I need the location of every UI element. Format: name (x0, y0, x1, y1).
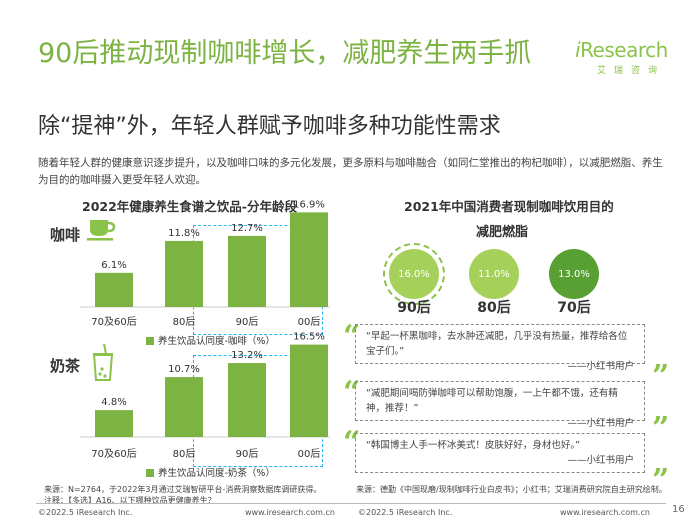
tea-label: 奶茶 (50, 357, 81, 375)
close-quote-mark: ” (652, 463, 670, 498)
purpose-circle-90s: 16.0% (389, 249, 439, 299)
tea-legend: 养生饮品认同度-奶茶（%） (146, 465, 275, 479)
coffee-bar (228, 235, 266, 307)
tea-category-label: 80后 (173, 448, 196, 460)
tea-data-label: 10.7% (168, 364, 200, 375)
coffee-bar (290, 212, 328, 307)
right-source-note: 来源：德勤《中国现磨/现制咖啡行业白皮书》；小红书；艾瑞消费研究院自主研究绘制。 (356, 485, 667, 494)
tea-category-label: 70及60后 (91, 448, 136, 460)
intro-text: 随着年轻人群的健康意识逐步提升，以及咖啡口味的多元化发展，更多原料与咖啡融合（如… (38, 157, 663, 186)
left-chart-title: 2022年健康养生食谱之饮品-分年龄段 (82, 199, 297, 214)
highlight-ring (383, 243, 445, 305)
age-label-90s: 90后 (397, 300, 431, 316)
tea-data-label: 13.2% (231, 350, 263, 361)
tea-bar (95, 410, 133, 437)
purpose-circle-80s: 11.0% (469, 249, 519, 299)
coffee-data-label: 16.9% (293, 199, 325, 210)
coffee-bar (165, 240, 203, 307)
coffee-category-label: 00后 (298, 316, 321, 328)
right-chart-title: 2021年中国消费者现制咖啡饮用目的 (404, 199, 614, 214)
milk-tea-icon (92, 343, 114, 386)
left-source-note: 来源：N=2764，于2022年3月通过艾瑞智研平台-消费洞察数据库调研获得。 … (44, 485, 322, 505)
tea-category-label: 90后 (236, 448, 259, 460)
coffee-data-label: 11.8% (168, 228, 200, 239)
footer-divider (36, 503, 666, 504)
tea-bar (290, 344, 328, 437)
iresearch-logo: iResearch 艾瑞咨询 (575, 38, 668, 76)
age-label-70s: 70后 (557, 300, 591, 316)
page-title: 90后推动现制咖啡增长，减肥养生两手抓 (38, 38, 532, 69)
close-quote-mark: ” (652, 359, 670, 394)
coffee-data-label: 6.1% (101, 260, 126, 271)
footer-url-left: www.iresearch.com.cn (245, 508, 335, 517)
page-number: 16 (672, 504, 685, 515)
coffee-label: 咖啡 (50, 226, 81, 244)
purpose-label: 减肥燃脂 (476, 225, 529, 240)
tea-bar (228, 363, 266, 437)
tea-bar (165, 377, 203, 437)
quote-3: “韩国博主人手一杯冰美式！皮肤好好，身材也好。” ——小红书用户 (355, 433, 645, 473)
coffee-bar (95, 272, 133, 307)
coffee-cup-icon (86, 216, 118, 246)
footer-copyright-left: ©2022.5 iResearch Inc. (38, 508, 133, 517)
coffee-category-label: 80后 (173, 316, 196, 328)
footer-url-right: www.iresearch.com.cn (560, 508, 650, 517)
purpose-circle-70s: 13.0% (549, 249, 599, 299)
quote-1: “早起一杯黑咖啡，去水肿还减肥，几乎没有热量，推荐给各位宝子们。” ——小红书用户 (355, 324, 645, 372)
quote-2: “减肥期间喝防弹咖啡可以帮助饱腹，一上午都不饿，还有精神，推荐！” ——小红书用户 (355, 381, 645, 429)
page-subtitle: 除“提神”外，年轻人群赋予咖啡多种功能性需求 (38, 114, 501, 139)
legend-swatch (146, 469, 154, 477)
coffee-category-label: 70及60后 (91, 316, 136, 328)
tea-data-label: 4.8% (101, 397, 126, 408)
close-quote-mark: ” (652, 411, 670, 446)
legend-swatch (146, 337, 154, 345)
coffee-legend: 养生饮品认同度-咖啡（%） (146, 333, 275, 347)
age-label-80s: 80后 (477, 300, 511, 316)
coffee-category-label: 90后 (236, 316, 259, 328)
coffee-data-label: 12.7% (231, 223, 263, 234)
footer-copyright-right: ©2022.5 iResearch Inc. (358, 508, 453, 517)
tea-category-label: 00后 (298, 448, 321, 460)
tea-data-label: 16.5% (293, 332, 325, 343)
